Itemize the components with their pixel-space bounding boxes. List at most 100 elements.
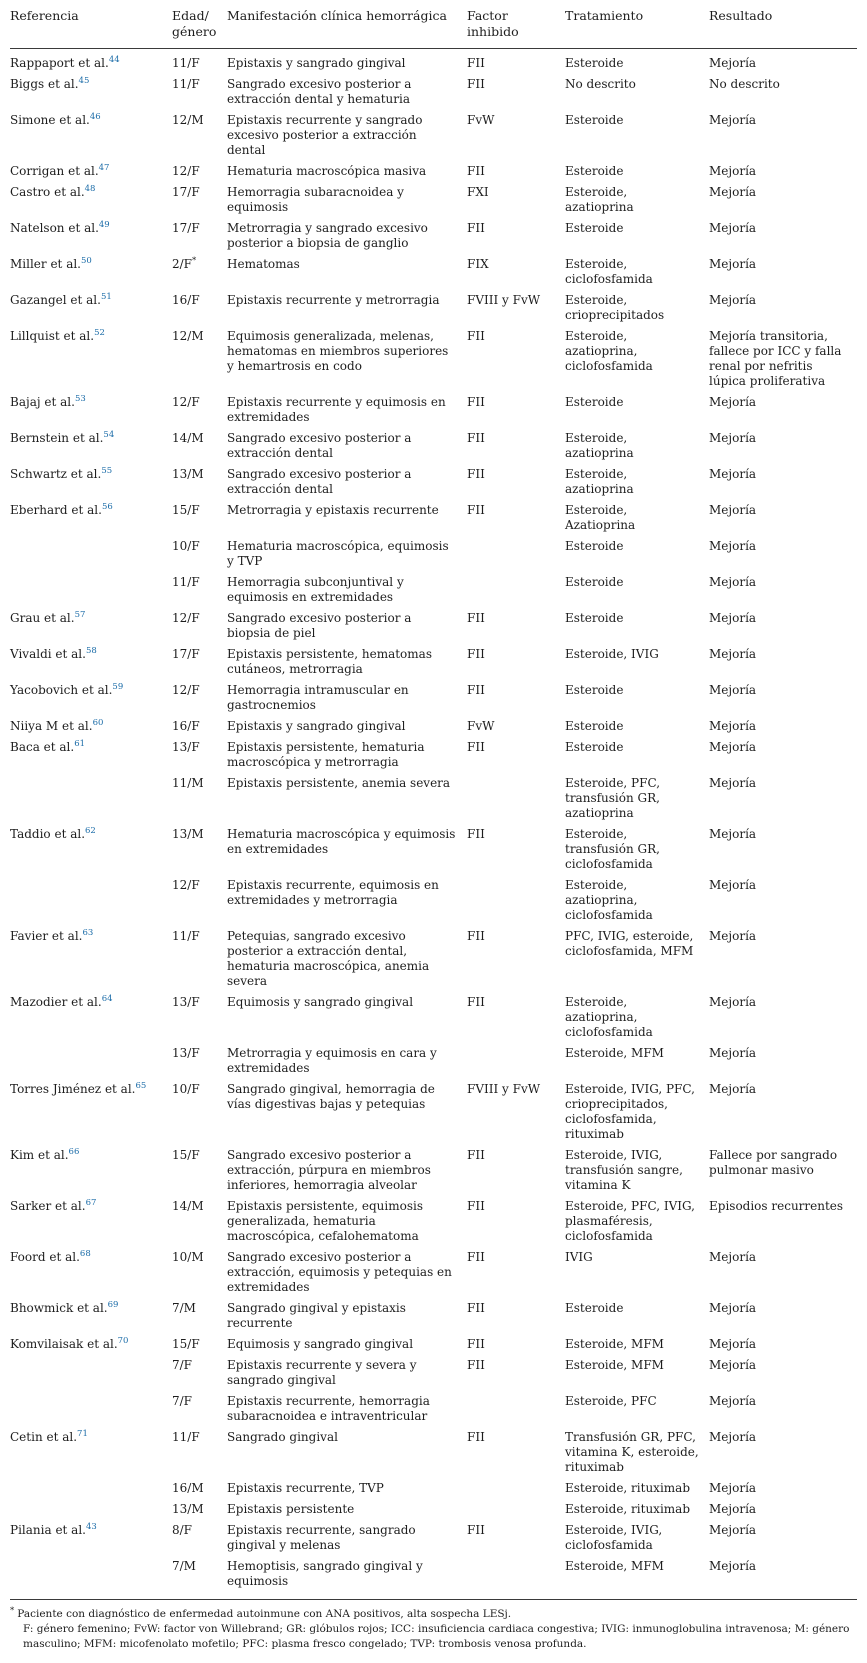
cell-factor-inhibido: FII bbox=[467, 683, 485, 698]
citation-number-link[interactable]: 56 bbox=[101, 502, 113, 513]
footnote-marker-link[interactable]: * bbox=[192, 256, 197, 267]
cell-referencia bbox=[10, 878, 172, 929]
column-header-edad-genero: Edad/ género bbox=[172, 8, 217, 39]
study-subrow: 7/M Hemoptisis, sangrado gingival y equim… bbox=[10, 1559, 857, 1595]
cell-edad-genero: 13/F bbox=[172, 995, 227, 1046]
cell-referencia: Bernstein et al.54 bbox=[10, 431, 172, 467]
cell-edad-genero: 17/F bbox=[172, 647, 227, 683]
cell-tratamiento: Esteroide bbox=[565, 575, 624, 590]
cell-resultado: Mejoría bbox=[709, 431, 757, 446]
citation-number-link[interactable]: 48 bbox=[84, 184, 96, 195]
citation-number-link[interactable]: 60 bbox=[92, 718, 104, 729]
cell-factor-inhibido bbox=[467, 1502, 565, 1523]
citation-number-link[interactable]: 50 bbox=[81, 256, 92, 267]
citation-number-link[interactable]: 62 bbox=[85, 826, 96, 837]
cell-factor-inhibido: FII bbox=[467, 1358, 485, 1373]
cell-tratamiento: Esteroide bbox=[565, 1301, 624, 1316]
age-gender-value: 7/F bbox=[172, 1358, 193, 1373]
cell-referencia bbox=[10, 1394, 172, 1430]
citation-number-link[interactable]: 63 bbox=[82, 928, 94, 939]
study-row: Yacobovich et al.59 12/F Hemorragia intram… bbox=[10, 683, 857, 719]
citation-number-link[interactable]: 66 bbox=[68, 1147, 80, 1158]
reference-author-text: Miller et al. bbox=[10, 257, 81, 272]
cell-edad-genero: 12/M bbox=[172, 113, 227, 164]
cell-tratamiento: Esteroide, azatioprina bbox=[565, 467, 634, 497]
cell-tratamiento: Esteroide, PFC, IVIG, plasmaféresis, cic… bbox=[565, 1199, 695, 1244]
cell-resultado: Mejoría bbox=[709, 1046, 757, 1061]
study-row: Eberhard et al.56 15/F Metrorragia y epist… bbox=[10, 503, 857, 539]
citation-number-link[interactable]: 58 bbox=[85, 646, 97, 657]
study-subrow: 16/M Epistaxis recurrente, TVP Esteroide, … bbox=[10, 1481, 857, 1502]
citation-number-link[interactable]: 70 bbox=[117, 1336, 129, 1347]
age-gender-value: 15/F bbox=[172, 1148, 200, 1163]
cell-resultado: Mejoría bbox=[709, 1559, 757, 1574]
age-gender-value: 13/M bbox=[172, 467, 204, 482]
citation-number-link[interactable]: 57 bbox=[74, 610, 86, 621]
cell-edad-genero: 14/M bbox=[172, 1199, 227, 1250]
reference-author-text: Eberhard et al. bbox=[10, 503, 102, 518]
cell-edad-genero: 11/M bbox=[172, 776, 227, 827]
cell-edad-genero: 10/F bbox=[172, 1082, 227, 1148]
age-gender-value: 17/F bbox=[172, 221, 200, 236]
age-gender-value: 15/F bbox=[172, 503, 200, 518]
citation-number-link[interactable]: 53 bbox=[74, 394, 86, 405]
study-row: Bajaj et al.53 12/F Epistaxis recurrente y… bbox=[10, 395, 857, 431]
cell-tratamiento: Esteroide, rituximab bbox=[565, 1481, 690, 1496]
cell-resultado: Mejoría bbox=[709, 395, 757, 410]
cell-resultado: Mejoría bbox=[709, 776, 757, 791]
table-header-row: Referencia Edad/ género Manifestación clín… bbox=[10, 6, 857, 49]
cell-tratamiento: Esteroide, IVIG, PFC, crioprecipitados, … bbox=[565, 1082, 695, 1142]
citation-number-link[interactable]: 45 bbox=[78, 76, 90, 87]
cell-referencia: Lillquist et al.52 bbox=[10, 329, 172, 395]
cell-referencia: Simone et al.46 bbox=[10, 113, 172, 164]
cell-factor-inhibido: FII bbox=[467, 929, 485, 944]
cell-manifestacion: Hemoptisis, sangrado gingival y equimosi… bbox=[227, 1559, 423, 1589]
citation-number-link[interactable]: 67 bbox=[85, 1198, 97, 1209]
cell-manifestacion: Sangrado excesivo posterior a biopsia de… bbox=[227, 611, 412, 641]
cell-manifestacion: Equimosis generalizada, melenas, hematom… bbox=[227, 329, 449, 374]
study-subrow: 11/F Hemorragia subconjuntival y equimosi… bbox=[10, 575, 857, 611]
cell-manifestacion: Epistaxis y sangrado gingival bbox=[227, 56, 406, 71]
citation-number-link[interactable]: 64 bbox=[101, 994, 113, 1005]
cell-referencia bbox=[10, 1046, 172, 1082]
age-gender-value: 13/M bbox=[172, 1502, 204, 1517]
study-subrow: 13/M Epistaxis persistente Esteroide, ritu… bbox=[10, 1502, 857, 1523]
citation-number-link[interactable]: 65 bbox=[135, 1081, 147, 1092]
citation-number-link[interactable]: 61 bbox=[74, 739, 86, 750]
study-row: Mazodier et al.64 13/F Equimosis y sangrad… bbox=[10, 995, 857, 1046]
footnote-abbreviations: F: género femenino; FvW: factor von Will… bbox=[23, 1622, 850, 1650]
cell-edad-genero: 11/F bbox=[172, 575, 227, 611]
citation-number-link[interactable]: 43 bbox=[85, 1522, 97, 1533]
age-gender-value: 11/F bbox=[172, 929, 200, 944]
reference-author-text: Foord et al. bbox=[10, 1250, 80, 1265]
cell-resultado: Mejoría bbox=[709, 1502, 757, 1517]
citation-number-link[interactable]: 71 bbox=[77, 1429, 88, 1440]
reference-author-text: Natelson et al. bbox=[10, 221, 99, 236]
citation-number-link[interactable]: 52 bbox=[94, 328, 105, 339]
reference-author-text: Castro et al. bbox=[10, 185, 85, 200]
cell-factor-inhibido: FII bbox=[467, 1148, 485, 1163]
cell-factor-inhibido: FVIII y FvW bbox=[467, 293, 541, 308]
citation-number-link[interactable]: 55 bbox=[101, 466, 113, 477]
age-gender-value: 7/M bbox=[172, 1301, 196, 1316]
cell-referencia: Baca et al.61 bbox=[10, 740, 172, 776]
cell-edad-genero: 13/M bbox=[172, 1502, 227, 1523]
citation-number-link[interactable]: 54 bbox=[103, 430, 115, 441]
citation-number-link[interactable]: 59 bbox=[112, 682, 124, 693]
cell-referencia: Vivaldi et al.58 bbox=[10, 647, 172, 683]
citation-number-link[interactable]: 47 bbox=[98, 163, 110, 174]
cell-referencia: Favier et al.63 bbox=[10, 929, 172, 995]
cell-manifestacion: Epistaxis recurrente, sangrado gingival … bbox=[227, 1523, 416, 1553]
citation-number-link[interactable]: 44 bbox=[108, 55, 120, 66]
cell-factor-inhibido bbox=[467, 575, 565, 611]
age-gender-value: 12/F bbox=[172, 683, 200, 698]
citation-number-link[interactable]: 51 bbox=[100, 292, 112, 303]
reference-author-text: Yacobovich et al. bbox=[10, 683, 113, 698]
cell-manifestacion: Equimosis y sangrado gingival bbox=[227, 1337, 414, 1352]
cell-resultado: Mejoría bbox=[709, 1337, 757, 1352]
cell-resultado: Mejoría bbox=[709, 56, 757, 71]
citation-number-link[interactable]: 69 bbox=[107, 1300, 119, 1311]
citation-number-link[interactable]: 68 bbox=[79, 1249, 91, 1260]
citation-number-link[interactable]: 46 bbox=[89, 112, 101, 123]
citation-number-link[interactable]: 49 bbox=[98, 220, 110, 231]
